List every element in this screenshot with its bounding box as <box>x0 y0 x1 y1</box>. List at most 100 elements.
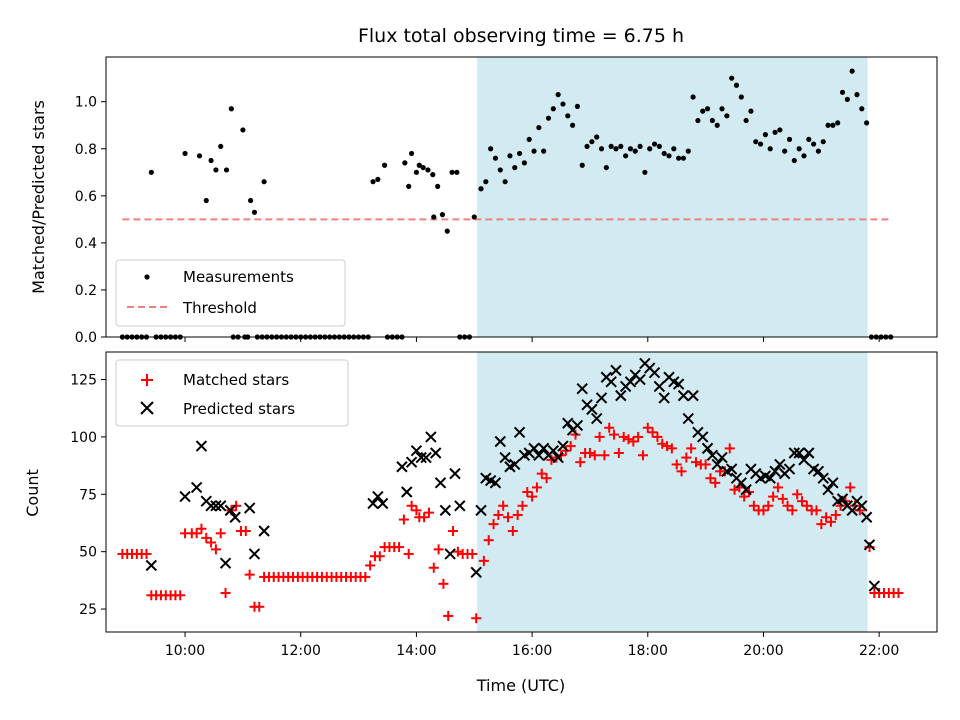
predicted-point <box>415 451 427 464</box>
predicted-point <box>846 504 858 517</box>
measurement-point <box>261 179 267 185</box>
predicted-point <box>822 483 834 496</box>
measurement-point <box>148 169 154 175</box>
measurement-point <box>531 148 537 154</box>
measurement-point <box>213 167 219 173</box>
measurement-point <box>541 148 547 154</box>
matched-point <box>705 473 716 484</box>
predicted-point <box>489 477 502 489</box>
matched-point <box>618 431 629 442</box>
matched-point <box>647 427 658 438</box>
matched-point <box>584 447 595 458</box>
matched-point <box>483 535 494 546</box>
predicted-point <box>205 500 217 512</box>
predicted-point <box>145 559 158 572</box>
y-tick-label: 100 <box>70 430 97 446</box>
measurement-point <box>671 146 677 152</box>
measurement-point <box>594 134 600 140</box>
predicted-point <box>682 412 694 425</box>
matched-point <box>365 560 376 571</box>
y-tick-label: 50 <box>79 545 97 561</box>
measurement-point <box>806 136 812 142</box>
measurement-point <box>425 167 431 173</box>
matched-point <box>240 526 251 537</box>
matched-point <box>835 500 846 511</box>
measurement-point <box>608 143 614 150</box>
matched-point <box>821 512 832 523</box>
matched-point <box>231 500 242 511</box>
legend-matched-label: Matched stars <box>183 371 289 389</box>
matched-point <box>191 528 202 539</box>
matched-point <box>676 466 687 477</box>
measurement-point <box>526 136 532 142</box>
y-tick-label: 0.8 <box>75 142 97 158</box>
measurement-point <box>516 150 523 157</box>
measurement-point <box>676 155 682 161</box>
measurement-point <box>196 153 203 159</box>
predicted-point <box>817 472 829 484</box>
matched-point <box>604 422 615 433</box>
matched-point <box>467 548 478 559</box>
top-y-ticks: 0.0 0.2 0.4 0.6 0.8 1.0 <box>75 95 106 346</box>
matched-point <box>210 544 221 555</box>
measurement-point <box>859 106 865 112</box>
predicted-point <box>499 451 511 464</box>
measurement-point <box>637 143 643 150</box>
predicted-point <box>610 364 622 377</box>
matched-point <box>507 526 518 537</box>
matched-point <box>570 429 581 440</box>
matched-point <box>662 441 673 452</box>
predicted-point <box>372 490 384 503</box>
predicted-point <box>716 451 728 464</box>
measurement-point <box>248 197 254 204</box>
top-x-ticks <box>184 337 880 342</box>
matched-point <box>493 509 504 520</box>
measurement-point <box>632 148 638 154</box>
matched-point <box>419 512 430 523</box>
measurement-point <box>743 117 749 124</box>
measurement-point <box>218 143 224 150</box>
bottom-x-ticks: 10:00 12:00 14:00 16:00 18:00 20:00 22:00 <box>165 632 899 659</box>
matched-point <box>201 532 212 543</box>
measurement-point <box>550 106 556 112</box>
legend-predicted-marker <box>140 401 154 415</box>
legend-matched-marker <box>141 374 153 386</box>
measurement-point <box>497 167 503 173</box>
matched-point <box>503 512 514 523</box>
x-axis-label: Time (UTC) <box>476 676 565 695</box>
predicted-point <box>429 447 442 459</box>
predicted-point <box>537 442 550 455</box>
measurement-point <box>647 146 653 152</box>
matched-point <box>448 526 459 537</box>
y-tick-label: 0.6 <box>75 189 97 205</box>
predicted-point <box>769 465 781 478</box>
x-tick-label: 22:00 <box>859 643 899 659</box>
predicted-point <box>740 483 752 496</box>
measurement-point <box>839 89 846 95</box>
matched-point <box>700 459 711 470</box>
measurement-point <box>729 75 735 81</box>
measurement-point <box>370 179 376 185</box>
y-tick-label: 0.4 <box>75 236 97 252</box>
y-tick-label: 25 <box>79 602 97 618</box>
measurement-point <box>642 169 648 175</box>
measurement-point <box>413 169 420 175</box>
predicted-point <box>475 504 487 517</box>
measurement-point <box>704 106 711 112</box>
measurement-point <box>680 155 687 161</box>
y-tick-label: 0.2 <box>75 283 97 299</box>
predicted-point <box>725 463 738 475</box>
predicted-point <box>576 383 588 395</box>
matched-point <box>575 457 586 468</box>
predicted-point <box>798 454 810 466</box>
chart-title: Flux total observing time = 6.75 h <box>358 25 684 47</box>
measurement-point <box>402 160 408 166</box>
predicted-point <box>229 511 241 523</box>
measurement-point <box>579 162 585 168</box>
predicted-point <box>401 486 413 498</box>
matched-point <box>782 500 793 511</box>
measurement-point <box>757 141 764 147</box>
bottom-y-axis-label: Count <box>23 469 42 517</box>
matched-point <box>471 613 482 624</box>
legend-threshold-label: Threshold <box>182 299 257 317</box>
